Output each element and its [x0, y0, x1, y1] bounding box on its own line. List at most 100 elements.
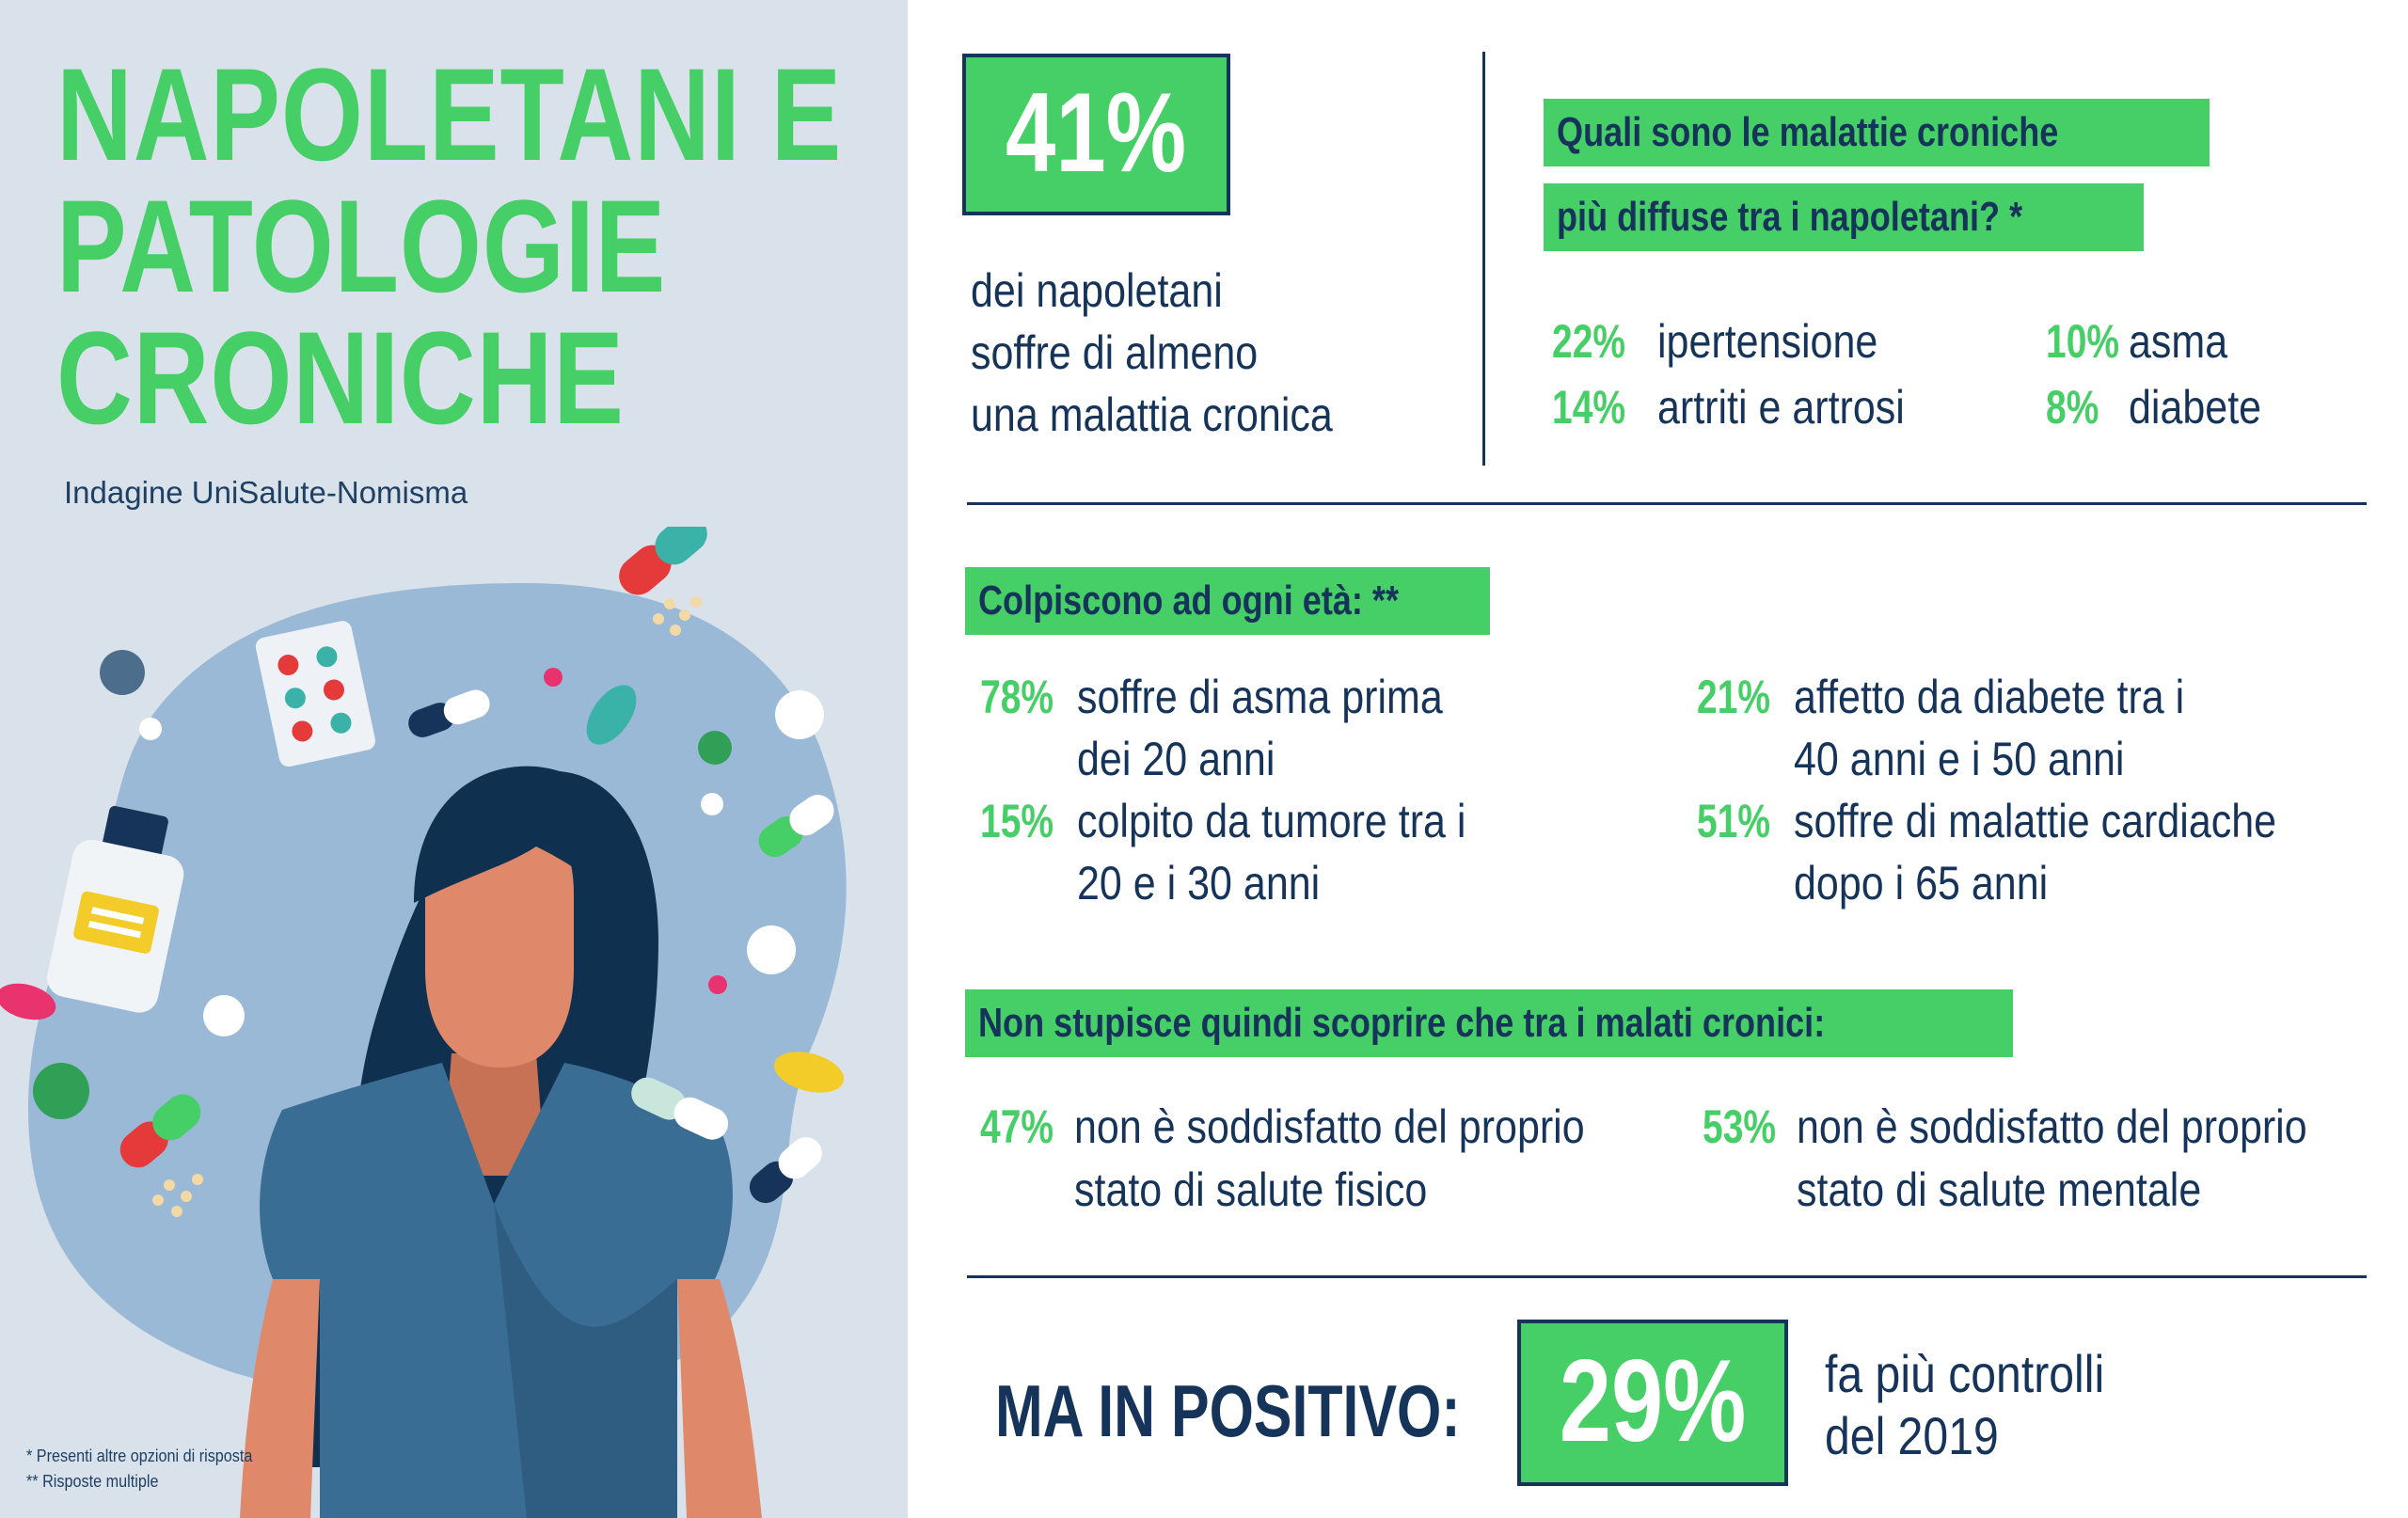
shirt-shade [494, 1204, 677, 1518]
age-item-diabetes: 21% [1697, 666, 1791, 728]
tablet-navy-1 [100, 650, 145, 695]
age-text-diabetes-1-text: affetto da diabete tra i [1794, 671, 2185, 723]
tablet-green-1 [698, 731, 732, 765]
tablet-white-2 [747, 925, 796, 974]
tablet-pink-3 [708, 975, 727, 994]
tablet-yellow [773, 1052, 845, 1093]
age-text-cardiac-1-text: soffre di malattie cardiache [1794, 795, 2277, 847]
tablet-green-2 [33, 1063, 89, 1119]
tablet-pink [0, 983, 56, 1020]
satisfaction-text-physical-1: non è soddisfatto del proprio [1074, 1096, 1668, 1158]
granules-top [653, 596, 702, 636]
disease-label-diabetes-text: diabete [2129, 381, 2262, 434]
age-text-asthma-1-text: soffre di asma prima [1077, 671, 1443, 723]
title-line-3: CRONICHE [56, 304, 625, 451]
age-text-cardiac-2: dopo i 65 anni [1794, 852, 2089, 914]
headline-caption-2-text: soffre di almeno [971, 326, 1259, 379]
capsule-navy-white-2 [749, 1137, 822, 1204]
hair-bangs [414, 766, 634, 922]
satisfaction-text-mental-2: stato di salute mentale [1797, 1159, 2267, 1221]
tablet-white-1 [775, 690, 824, 739]
vertical-divider [1482, 52, 1485, 466]
capsule-green-white [758, 795, 834, 858]
medicine-bottle [47, 805, 184, 1013]
age-item-tumor: 15% [980, 790, 1074, 852]
satisfaction-text-physical-2-text: stato di salute fisico [1074, 1163, 1428, 1216]
disease-label-asthma: asma [2129, 310, 2243, 372]
age-pct-asthma: 78% [980, 671, 1054, 723]
disease-pct-asthma: 10% [2046, 315, 2120, 368]
disease-item-hypertension: 22% [1552, 310, 1646, 372]
footnote-single-asterisk: * Presenti altre opzioni di risposta [26, 1447, 253, 1465]
headline-caption-1-text: dei napoletani [971, 264, 1223, 317]
footnote-double-asterisk: ** Risposte multiple [26, 1472, 159, 1491]
age-text-tumor-2-text: 20 e i 30 anni [1077, 857, 1321, 909]
positive-percent-box: 29% [1517, 1320, 1788, 1486]
tablet-white-4 [139, 718, 162, 740]
granules-bottom [152, 1174, 203, 1217]
age-text-asthma-2-text: dei 20 anni [1077, 733, 1275, 785]
age-pct-cardiac: 51% [1697, 795, 1771, 847]
tablet-pink-2 [544, 668, 562, 687]
tablet-white-5 [701, 793, 723, 815]
age-text-tumor-1-text: colpito da tumore tra i [1077, 795, 1466, 847]
age-text-asthma-1: soffre di asma prima [1077, 666, 1502, 728]
headline-caption-2: soffre di almeno [971, 322, 1305, 384]
woman-with-pills-illustration [0, 527, 847, 1518]
positive-label: MA IN POSITIVO: [995, 1368, 1592, 1453]
disease-label-hypertension: ipertensione [1657, 310, 1913, 372]
positive-label-text: MA IN POSITIVO: [995, 1369, 1461, 1452]
positive-caption-2-text: del 2019 [1825, 1406, 1999, 1465]
disease-item-asthma: 10% [2046, 310, 2140, 372]
age-text-diabetes-1: affetto da diabete tra i [1794, 666, 2248, 728]
disease-pct-hypertension: 22% [1552, 315, 1626, 368]
satisfaction-heading-text: Non stupisce quindi scoprire che tra i m… [978, 1000, 1826, 1046]
satisfaction-heading: Non stupisce quindi scoprire che tra i m… [965, 989, 2013, 1057]
diseases-question-line-1: Quali sono le malattie croniche [1544, 99, 2210, 166]
tablet-teal [586, 685, 637, 745]
positive-caption-1-text: fa più controlli [1825, 1344, 2105, 1403]
ages-heading: Colpiscono ad ogni età: ** [965, 567, 1490, 635]
satisfaction-text-mental-1-text: non è soddisfatto del proprio [1797, 1100, 2307, 1153]
positive-caption-2: del 2019 [1825, 1405, 2027, 1467]
horizontal-divider-1 [967, 502, 2367, 505]
satisfaction-item-physical: 47% [980, 1096, 1074, 1158]
diseases-question-line-1-text: Quali sono le malattie croniche [1557, 109, 2059, 155]
disease-item-arthritis: 14% [1552, 376, 1646, 438]
capsule-navy-white [408, 689, 490, 737]
survey-source: Indagine UniSalute-Nomisma [64, 475, 468, 510]
age-item-cardiac: 51% [1697, 790, 1791, 852]
age-text-cardiac-2-text: dopo i 65 anni [1794, 857, 2049, 909]
headline-caption-3: una malattia cronica [971, 384, 1391, 446]
right-arm [677, 1279, 762, 1518]
left-arm [240, 1279, 320, 1518]
age-text-cardiac-1: soffre di malattie cardiache [1794, 790, 2355, 852]
disease-item-diabetes: 8% [2046, 376, 2114, 438]
positive-caption-1: fa più controlli [1825, 1343, 2150, 1405]
capsule-red-green [119, 1094, 201, 1168]
satisfaction-pct-mental: 53% [1703, 1100, 1777, 1153]
capsule-mint-white [631, 1077, 729, 1140]
page-title: NAPOLETANI E PATOLOGIE CRONICHE [56, 49, 908, 444]
headline-percent-box: 41% [962, 54, 1230, 215]
disease-label-arthritis: artriti e artrosi [1657, 376, 1945, 438]
headline-caption-1: dei napoletani [971, 260, 1263, 322]
left-panel: NAPOLETANI E PATOLOGIE CRONICHE Indagine… [0, 0, 908, 1518]
capsule-red-teal [619, 527, 707, 595]
disease-label-diabetes: diabete [2129, 376, 2283, 438]
disease-label-hypertension-text: ipertensione [1657, 315, 1878, 368]
disease-pct-diabetes: 8% [2046, 381, 2099, 434]
diseases-question-line-2: più diffuse tra i napoletani? * [1544, 183, 2144, 251]
title-line-1: NAPOLETANI E [56, 40, 843, 188]
footnotes: * Presenti altre opzioni di risposta ** … [26, 1444, 277, 1494]
age-pct-tumor: 15% [980, 795, 1054, 847]
disease-pct-arthritis: 14% [1552, 381, 1626, 434]
tablet-white-3 [203, 995, 245, 1036]
blister-pack [255, 621, 375, 767]
age-item-asthma: 78% [980, 666, 1074, 728]
disease-label-arthritis-text: artriti e artrosi [1657, 381, 1905, 434]
age-text-diabetes-2: 40 anni e i 50 anni [1794, 728, 2178, 790]
disease-label-asthma-text: asma [2129, 315, 2228, 368]
age-text-asthma-2: dei 20 anni [1077, 728, 1307, 790]
satisfaction-text-physical-1-text: non è soddisfatto del proprio [1074, 1100, 1585, 1153]
